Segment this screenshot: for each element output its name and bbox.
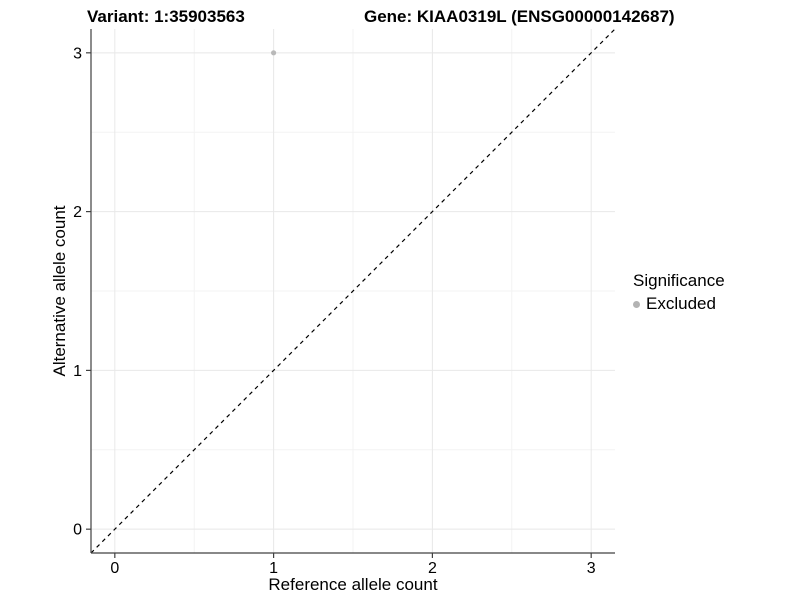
identity-line <box>90 28 616 554</box>
y-tick-label: 1 <box>73 363 82 380</box>
gene-title: Gene: KIAA0319L (ENSG00000142687) <box>364 7 675 26</box>
x-axis-label: Reference allele count <box>268 575 438 594</box>
legend-entry-label: Excluded <box>646 294 716 313</box>
legend-title: Significance <box>633 271 725 290</box>
variant-title: Variant: 1:35903563 <box>87 7 245 26</box>
y-tick-label: 3 <box>73 45 82 62</box>
data-point <box>271 50 277 56</box>
legend-entry-excluded: Excluded <box>633 294 725 314</box>
x-tick-label: 2 <box>428 560 437 577</box>
x-tick-label: 0 <box>110 560 119 577</box>
x-tick-label: 1 <box>269 560 278 577</box>
excluded-point-marker-icon <box>633 300 640 308</box>
x-tick-label: 3 <box>587 560 596 577</box>
legend: Significance Excluded <box>633 271 725 314</box>
y-tick-label: 2 <box>73 204 82 221</box>
y-tick-label: 0 <box>73 522 82 539</box>
y-axis-label: Alternative allele count <box>50 205 69 377</box>
